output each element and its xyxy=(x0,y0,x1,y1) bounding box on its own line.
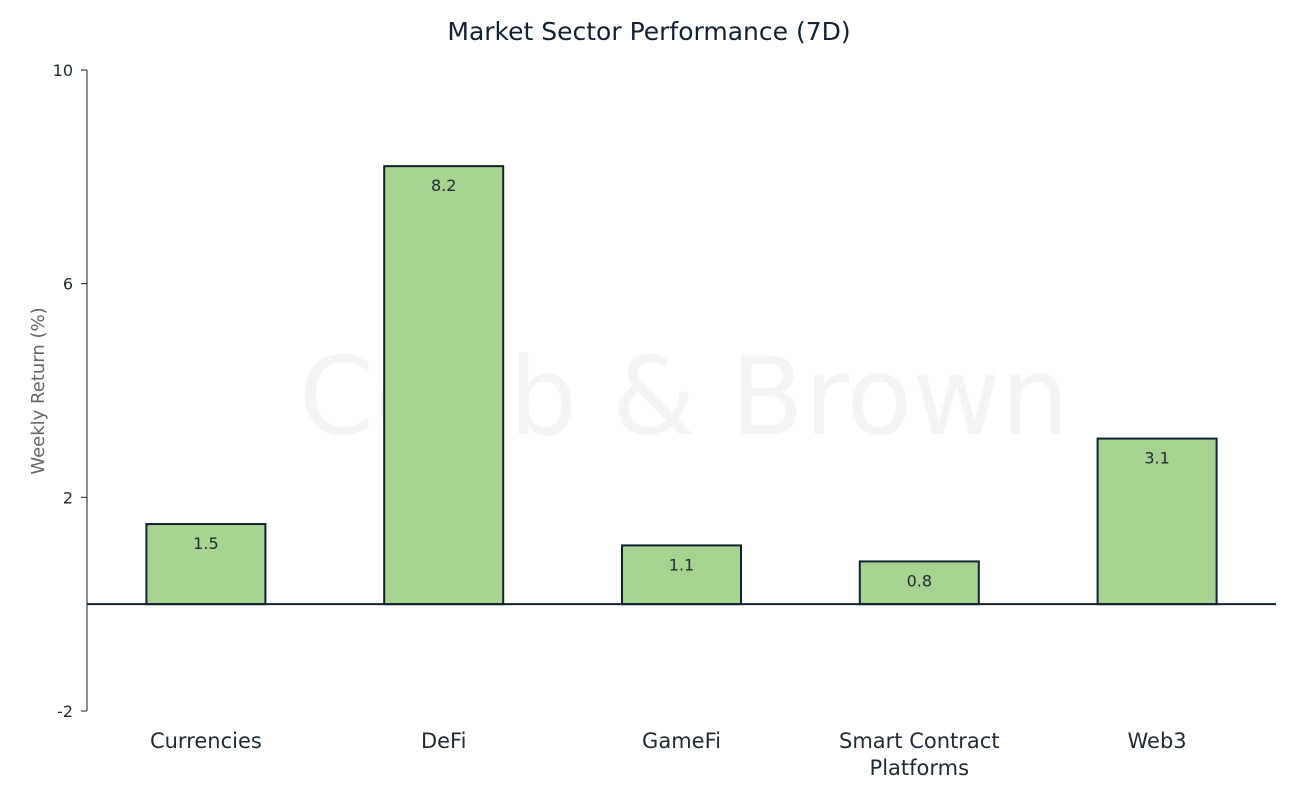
x-tick-label: Smart Contract Platforms xyxy=(839,729,1000,780)
x-tick-label-line: DeFi xyxy=(421,729,466,753)
bar-web3 xyxy=(1096,437,1218,606)
bar-defi xyxy=(383,165,505,606)
plot-area: 10 6 2 -2 1.5 Currencies 8.2 DeFi 1.1 GameFi 0.8 Sm… xyxy=(53,61,1276,780)
x-tick-label: DeFi xyxy=(421,729,466,753)
y-tick-label: -2 xyxy=(57,702,73,721)
x-tick-label-line: Smart Contract xyxy=(839,729,1000,753)
bar-smart-contract-platforms xyxy=(858,560,980,606)
x-tick-label: Web3 xyxy=(1128,729,1187,753)
chart-title: Market Sector Performance (7D) xyxy=(447,17,850,46)
data-label: 1.1 xyxy=(669,555,694,574)
x-tick-label-line: GameFi xyxy=(642,729,721,753)
bar-currencies xyxy=(145,523,267,606)
data-label: 0.8 xyxy=(907,571,932,590)
y-tick-label: 10 xyxy=(53,61,73,80)
y-tick-label: 6 xyxy=(63,275,73,294)
x-tick-label-line: Currencies xyxy=(150,729,262,753)
data-label: 1.5 xyxy=(193,534,218,553)
x-tick-label: GameFi xyxy=(642,729,721,753)
bar-gamefi xyxy=(621,544,742,606)
x-tick-label: Currencies xyxy=(150,729,262,753)
y-axis-label: Weekly Return (%) xyxy=(28,307,49,474)
data-label: 8.2 xyxy=(431,176,456,195)
x-tick-label-line: Platforms xyxy=(870,756,970,780)
y-tick-label: 2 xyxy=(63,488,73,507)
x-tick-label-line: Web3 xyxy=(1128,729,1187,753)
data-label: 3.1 xyxy=(1144,449,1169,468)
